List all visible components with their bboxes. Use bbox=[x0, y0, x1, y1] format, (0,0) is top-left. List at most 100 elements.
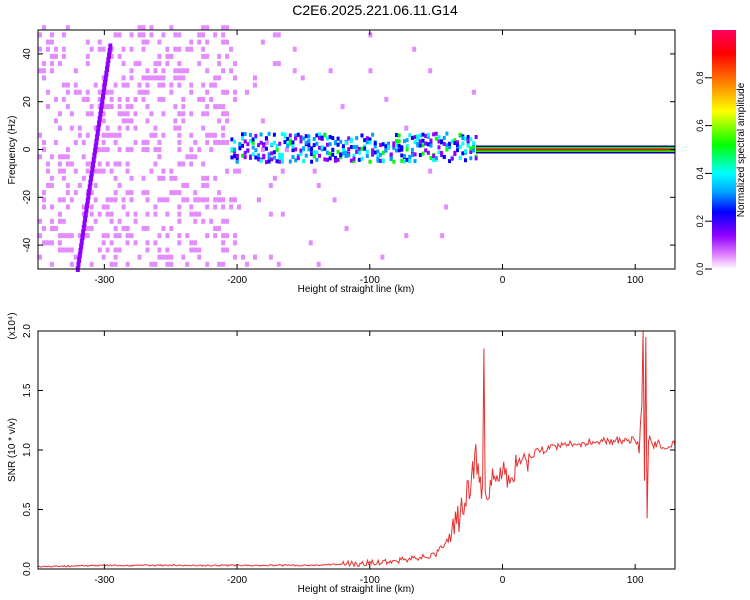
spectrogram-cell bbox=[320, 147, 324, 152]
spectrogram-cell bbox=[336, 132, 341, 138]
spectrogram-cell bbox=[324, 53, 329, 59]
spectrogram-cell bbox=[348, 89, 353, 95]
spectrogram-cell bbox=[133, 75, 138, 81]
spectrogram-cell bbox=[177, 61, 182, 67]
spectrogram-cell bbox=[49, 25, 54, 31]
spectrogram-cell bbox=[137, 233, 142, 239]
spectrogram-cell bbox=[349, 139, 353, 144]
spectrogram-cell bbox=[177, 168, 182, 174]
spectrogram-cell bbox=[145, 218, 150, 224]
spectrogram-cell bbox=[105, 104, 110, 110]
spectrogram-cell bbox=[268, 68, 273, 74]
spectrogram-cell bbox=[85, 39, 90, 45]
spectrogram-cell bbox=[251, 140, 255, 145]
spectrogram-cell bbox=[165, 247, 170, 253]
spectrogram-cell bbox=[379, 152, 383, 157]
spectrogram-cell bbox=[97, 197, 102, 203]
spectrogram-cell bbox=[149, 89, 154, 95]
spectrogram-cell bbox=[185, 247, 190, 253]
spectrogram-cell bbox=[197, 240, 202, 246]
spectrogram-cell bbox=[340, 197, 345, 203]
snr-plot-area bbox=[38, 331, 675, 569]
spectrogram-cell bbox=[93, 104, 98, 110]
spectrogram-cell bbox=[288, 233, 293, 239]
spectrogram-cell bbox=[209, 139, 214, 145]
spectrogram-cell bbox=[133, 25, 138, 31]
spectrogram-cell bbox=[356, 225, 361, 231]
spectrogram-cell bbox=[53, 111, 58, 117]
spectrogram-cell bbox=[157, 111, 162, 117]
spectrogram-cell bbox=[205, 233, 210, 239]
spectrogram-cell bbox=[249, 104, 254, 110]
spectrogram-cell bbox=[308, 154, 313, 160]
spectrogram-cell bbox=[229, 204, 234, 210]
spectrogram-cell bbox=[105, 233, 110, 239]
spectrogram-cell bbox=[141, 147, 146, 153]
spectrogram-cell bbox=[296, 211, 301, 217]
spectrogram-cell bbox=[165, 89, 170, 95]
spectrogram-cell bbox=[453, 138, 457, 143]
spectrogram-cell bbox=[233, 254, 238, 260]
spectrogram-cell bbox=[197, 190, 202, 196]
spectrogram-cell bbox=[221, 25, 226, 31]
spectrogram-cell bbox=[381, 150, 385, 155]
spectrogram-cell bbox=[177, 147, 182, 153]
spectrogram-cell bbox=[117, 233, 122, 239]
spectrogram-cell bbox=[243, 150, 247, 155]
spectrogram-cell bbox=[276, 261, 281, 267]
spectrogram-cell bbox=[165, 154, 170, 160]
spectrogram-cell bbox=[341, 144, 345, 149]
spectrogram-cell bbox=[458, 144, 462, 149]
spectrogram-cell bbox=[77, 190, 82, 196]
spectrogram-cell bbox=[259, 132, 263, 137]
spectrogram-cell bbox=[38, 46, 42, 52]
spectrogram-cell bbox=[169, 89, 174, 95]
spectrogram-cell bbox=[344, 140, 348, 145]
spectrogram-cell bbox=[129, 75, 134, 81]
spectrogram-cell bbox=[197, 104, 202, 110]
spectrogram-cell bbox=[448, 145, 452, 150]
spectrogram-cell bbox=[189, 89, 194, 95]
spectrogram-cell bbox=[141, 118, 146, 124]
spectrogram-cell bbox=[272, 140, 276, 145]
spectrogram-cell bbox=[264, 46, 269, 52]
spectrogram-cell bbox=[181, 182, 186, 188]
spectrogram-cell bbox=[381, 142, 385, 147]
spectrogram-cell bbox=[357, 146, 361, 151]
spectrogram-cell bbox=[264, 39, 269, 45]
spectrogram-cell bbox=[344, 261, 349, 267]
spectrogram-cell bbox=[270, 151, 274, 156]
spectrogram-cell bbox=[308, 261, 313, 267]
spectrogram-cell bbox=[341, 147, 345, 152]
spectrogram-cell bbox=[101, 93, 106, 100]
spectrogram-cell bbox=[260, 254, 265, 260]
spectrogram-cell bbox=[360, 261, 365, 267]
spectrogram-cell bbox=[65, 89, 70, 95]
y-tick-label: -40 bbox=[22, 237, 33, 252]
spectrogram-cell bbox=[45, 82, 50, 88]
spectrogram-cell bbox=[76, 261, 81, 268]
spectrogram-cell bbox=[93, 147, 98, 154]
spectrogram-cell bbox=[217, 53, 222, 59]
colorbar-tick-label: 0.6 bbox=[695, 119, 705, 132]
spectrogram-cell bbox=[125, 197, 130, 203]
spectrogram-cell bbox=[189, 139, 194, 145]
spectrogram-cell bbox=[229, 211, 234, 217]
spectrogram-cell bbox=[237, 254, 242, 260]
spectrogram-cell bbox=[197, 75, 202, 81]
spectrogram-cell bbox=[384, 182, 389, 188]
spectrogram-cell bbox=[302, 136, 306, 141]
spectrogram-cell bbox=[320, 204, 325, 210]
spectrogram-cell bbox=[145, 139, 150, 145]
spectrogram-cell bbox=[339, 153, 343, 158]
snr-x-ticks: -300 -200 -100 0 100 bbox=[94, 331, 644, 586]
spectrogram-cell bbox=[77, 161, 82, 167]
spectrogram-cell bbox=[86, 193, 91, 200]
spectrogram-cell bbox=[288, 82, 293, 88]
spectrogram-cell bbox=[299, 139, 303, 144]
spectrogram-cell bbox=[57, 161, 62, 167]
spectrogram-cell bbox=[153, 175, 158, 181]
spectrogram-cell bbox=[121, 118, 126, 124]
spectrogram-cell bbox=[181, 161, 186, 167]
spectrogram-cell bbox=[177, 154, 182, 160]
